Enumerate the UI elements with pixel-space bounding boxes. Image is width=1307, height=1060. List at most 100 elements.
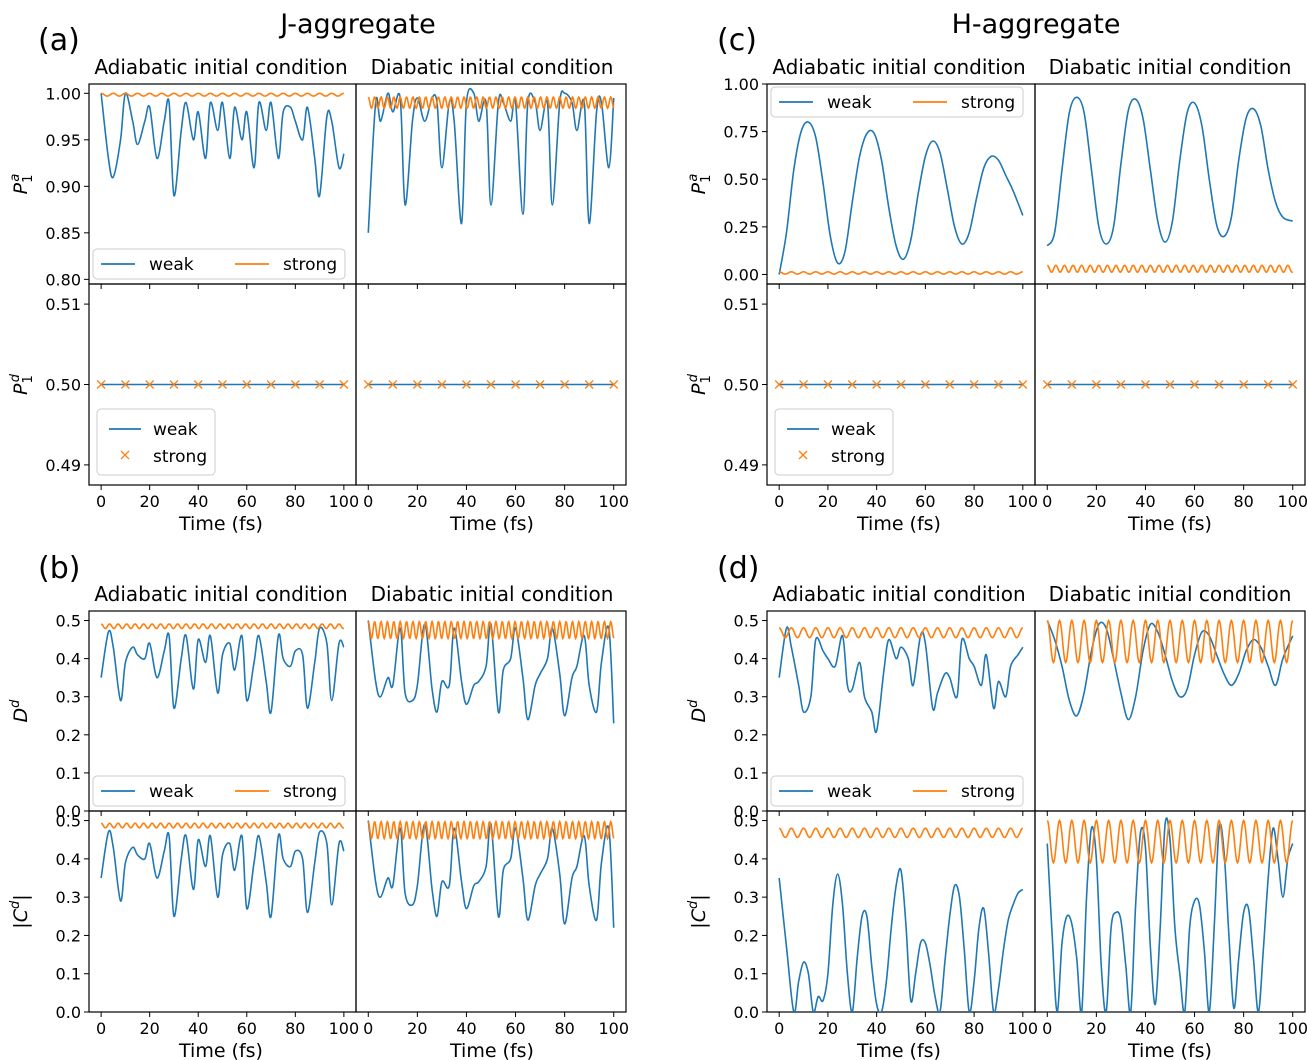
legend-weak-label: weak xyxy=(827,93,872,113)
y-tick-label: 0.5 xyxy=(734,812,759,831)
chart-b-Dd-adiabatic: 0.0 0.1 0.2 0.3 0.4 0.5 Dd weak strong xyxy=(8,610,357,821)
chart-a-P1a-diabatic xyxy=(355,83,627,289)
x-tick-label: 40 xyxy=(866,492,886,511)
series-strong-marker xyxy=(1288,380,1298,389)
x-axis-label: Time (fs) xyxy=(178,1040,263,1060)
y-tick-label: 0.50 xyxy=(723,170,759,189)
chart-b-Cd-adiabatic: 0 20 40 60 80 100 0.0 0.1 0.2 0.3 0.4 0.5 |Cd| xyxy=(8,810,359,1038)
series-strong-line xyxy=(778,827,1024,839)
series-strong-marker xyxy=(461,380,471,389)
y-axis-label: P1d xyxy=(8,373,36,395)
y-tick-label: 0.1 xyxy=(56,965,81,984)
x-tick-label: 60 xyxy=(1184,1019,1204,1038)
y-tick-label: 0.1 xyxy=(734,965,759,984)
series-strong-marker xyxy=(1018,380,1028,389)
series-strong-line xyxy=(778,626,1024,639)
column-title-adiabatic-d: Adiabatic initial condition xyxy=(772,582,1025,606)
y-tick-label: 0.75 xyxy=(723,123,759,142)
legend-weak-label: weak xyxy=(827,782,872,802)
chart-d-Cd-diabatic: 0 20 40 60 80 100 xyxy=(1034,810,1307,1038)
series-strong-marker xyxy=(437,380,447,389)
chart-c-P1a-diabatic xyxy=(1034,83,1306,289)
x-tick-label: 20 xyxy=(140,1019,160,1038)
x-tick-label: 0 xyxy=(363,1019,373,1038)
x-tick-label: 20 xyxy=(818,1019,838,1038)
x-tick-label: 40 xyxy=(866,1019,886,1038)
legend-weak-label: weak xyxy=(149,255,194,275)
chart-a-P1d-diabatic: 0 20 40 60 80 100 xyxy=(355,283,629,511)
legend-strong-label: strong xyxy=(961,93,1015,113)
y-tick-label: 0.2 xyxy=(56,926,81,945)
series-strong-marker xyxy=(896,380,906,389)
y-tick-label: 0.95 xyxy=(45,131,81,150)
column-title-diabatic-d: Diabatic initial condition xyxy=(1049,582,1292,606)
plot-area xyxy=(367,87,615,233)
series-strong-marker xyxy=(1042,380,1052,389)
y-tick-label: 0.50 xyxy=(45,376,81,395)
series-strong-marker xyxy=(388,380,398,389)
x-axis-label: Time (fs) xyxy=(856,513,941,535)
chart-a-P1d-adiabatic: 0 20 40 60 80 100 0.49 0.50 0.51 P1d weak strong xyxy=(8,283,359,511)
y-tick-label: 0.4 xyxy=(734,650,759,669)
series-strong-marker xyxy=(1067,380,1077,389)
plot-area xyxy=(1046,817,1294,1012)
y-tick-label: 0.5 xyxy=(56,812,81,831)
chart-d-Dd-diabatic xyxy=(1034,610,1306,816)
series-strong-marker xyxy=(920,380,930,389)
y-tick-label: 0.85 xyxy=(45,224,81,243)
y-tick-label: 0.2 xyxy=(56,726,81,745)
y-tick-label: 0.50 xyxy=(723,376,759,395)
plot-area xyxy=(100,822,345,919)
series-weak-line xyxy=(1046,96,1294,247)
y-tick-label: 0.00 xyxy=(723,265,759,284)
x-tick-label: 60 xyxy=(915,1019,935,1038)
series-strong-marker xyxy=(823,380,833,389)
plot-frame xyxy=(1034,83,1306,285)
series-strong-line xyxy=(1046,264,1294,274)
x-tick-label: 40 xyxy=(456,1019,476,1038)
column-title-adiabatic-b: Adiabatic initial condition xyxy=(94,582,347,606)
x-axis-label: Time (fs) xyxy=(449,1040,534,1060)
x-tick-label: 80 xyxy=(964,492,984,511)
series-weak-line xyxy=(778,867,1024,1012)
series-strong-marker xyxy=(584,380,594,389)
series-strong-marker xyxy=(1091,380,1101,389)
x-tick-label: 60 xyxy=(1184,492,1204,511)
series-strong-marker xyxy=(847,380,857,389)
plot-area xyxy=(778,626,1024,734)
y-tick-label: 0.51 xyxy=(45,295,81,314)
legend: weak strong xyxy=(96,408,216,476)
x-tick-label: 100 xyxy=(1008,1019,1039,1038)
x-axis-label: Time (fs) xyxy=(178,513,263,535)
series-strong-marker xyxy=(290,380,300,389)
y-tick-label: 0.0 xyxy=(734,1003,759,1022)
x-tick-label: 60 xyxy=(505,1019,525,1038)
x-tick-label: 20 xyxy=(407,492,427,511)
y-tick-label: 0.0 xyxy=(56,802,81,821)
chart-c-P1d-adiabatic: 0 20 40 60 80 100 0.49 0.50 0.51 P1d weak strong xyxy=(686,283,1038,511)
series-weak-line xyxy=(100,92,345,198)
y-tick-label: 0.2 xyxy=(734,926,759,945)
legend-weak-label: weak xyxy=(149,782,194,802)
axes-layer: 0.80 0.85 0.90 0.95 1.00 P1a weak strong 0 20 40 60… xyxy=(8,75,1307,1038)
panel-label-c: (c) xyxy=(717,23,757,58)
plot-frame xyxy=(88,810,357,1013)
y-tick-label: 0.0 xyxy=(734,802,759,821)
legend-strong-label: strong xyxy=(831,447,885,467)
y-tick-label: 0.49 xyxy=(45,456,81,475)
plot-frame xyxy=(355,283,627,486)
series-strong-marker xyxy=(1190,380,1200,389)
series-strong-marker xyxy=(774,380,784,389)
y-tick-label: 0.5 xyxy=(56,612,81,631)
y-tick-label: 1.00 xyxy=(723,75,759,94)
legend: weak strong xyxy=(774,408,894,476)
series-strong-line xyxy=(101,92,344,97)
series-weak-line xyxy=(100,626,345,715)
series-weak-line xyxy=(100,829,345,919)
series-strong-marker xyxy=(486,380,496,389)
y-tick-label: 0.3 xyxy=(734,888,759,907)
series-strong-marker xyxy=(969,380,979,389)
chart-d-Dd-adiabatic: 0.0 0.1 0.2 0.3 0.4 0.5 Dd weak strong xyxy=(686,610,1036,821)
series-strong-marker xyxy=(560,380,570,389)
